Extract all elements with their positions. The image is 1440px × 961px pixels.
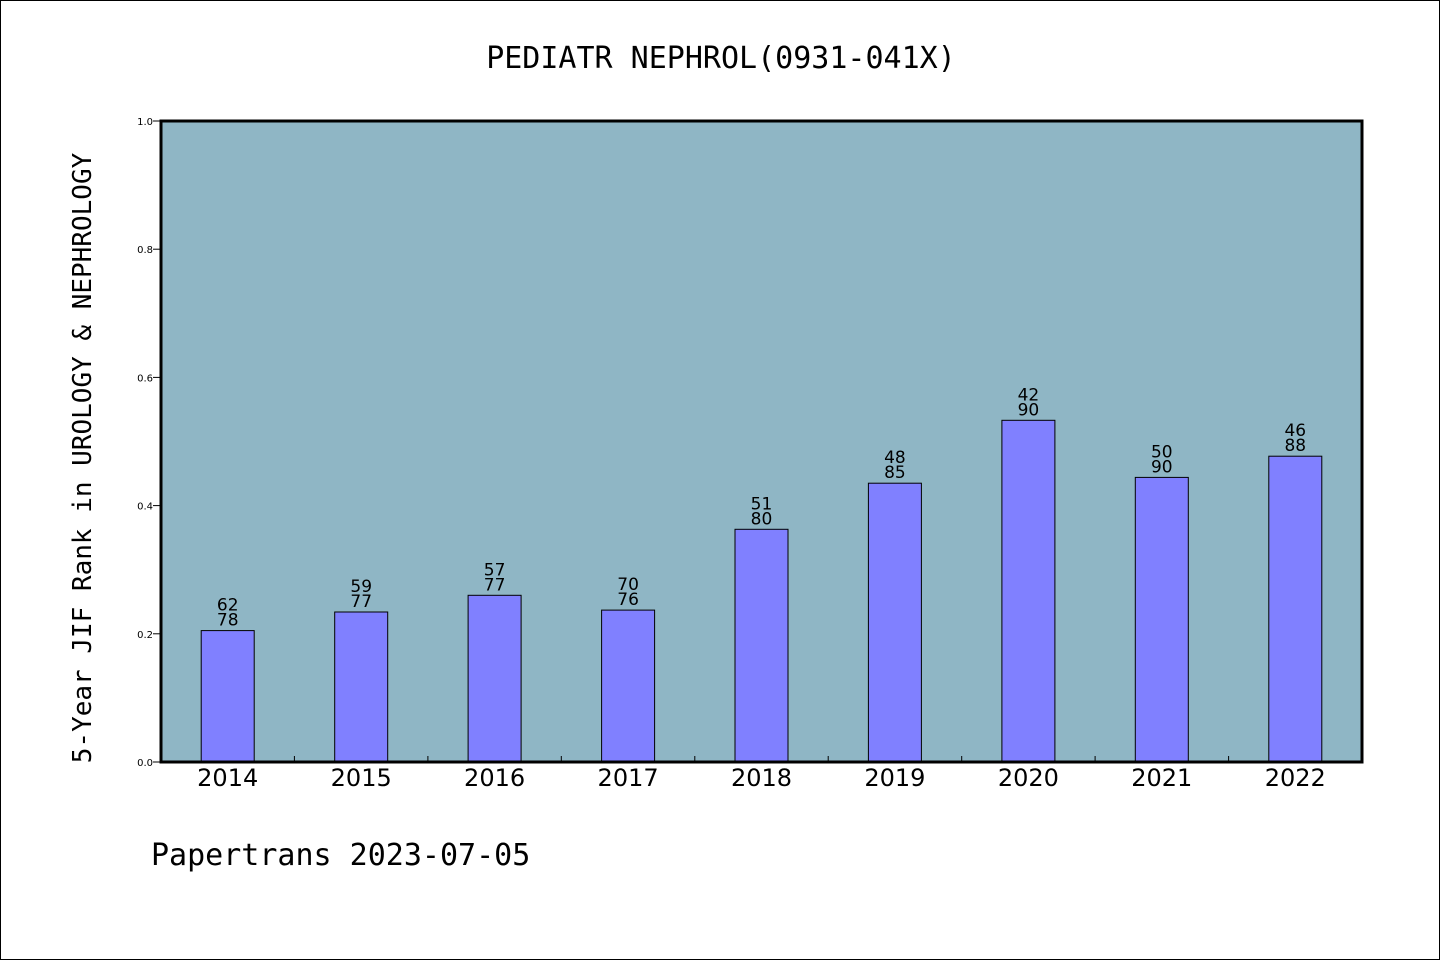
y-tick-label-0.8: 0.8 xyxy=(137,245,153,256)
x-tick-label-2021: 2021 xyxy=(1131,764,1192,792)
plot-border xyxy=(159,119,1364,764)
bar-2021 xyxy=(1134,476,1189,763)
bar-label-top-2019: 48 xyxy=(884,448,906,468)
x-tick-label-2020: 2020 xyxy=(998,764,1059,792)
footer-credit: Papertrans 2023-07-05 xyxy=(151,838,530,873)
x-tick-label-2014: 2014 xyxy=(197,764,258,792)
chart-title: PEDIATR NEPHROL(0931-041X) xyxy=(486,41,956,76)
bar-label-bottom-2014: 78 xyxy=(217,611,239,631)
bar-label-bottom-2016: 77 xyxy=(484,575,506,595)
bar-label-bottom-2018: 80 xyxy=(751,509,773,529)
bar-label-top-2020: 42 xyxy=(1018,385,1040,405)
bar-label-top-2017: 70 xyxy=(617,575,639,595)
bar-2019 xyxy=(867,482,922,763)
bar-2022 xyxy=(1268,455,1323,763)
y-tick-label-0.4: 0.4 xyxy=(137,502,153,513)
y-tick-label-0.0: 0.0 xyxy=(137,758,153,769)
y-tick-label-0.2: 0.2 xyxy=(137,630,153,641)
bar-label-top-2021: 50 xyxy=(1151,442,1173,462)
bar-2014 xyxy=(200,630,255,763)
bar-label-top-2022: 46 xyxy=(1284,421,1306,441)
bars-group xyxy=(200,419,1323,763)
y-axis-label: 5-Year JIF Rank in UROLOGY & NEPHROLOGY xyxy=(68,152,98,763)
bar-label-bottom-2015: 77 xyxy=(350,592,372,612)
x-tick-label-2018: 2018 xyxy=(731,764,792,792)
x-tick-label-2017: 2017 xyxy=(598,764,659,792)
x-tick-label-2016: 2016 xyxy=(464,764,525,792)
bar-label-bottom-2017: 76 xyxy=(617,590,639,610)
bar-label-bottom-2020: 90 xyxy=(1018,400,1040,420)
y-axis-ticks: 0.0 0.2 0.4 0.6 0.8 1.0 xyxy=(137,117,161,769)
x-axis-ticks: 2014 2015 2016 2017 2018 2019 2020 2021 2022 xyxy=(197,756,1326,792)
bar-2016 xyxy=(467,594,522,763)
x-tick-label-2022: 2022 xyxy=(1265,764,1326,792)
bar-label-top-2015: 59 xyxy=(350,577,372,597)
y-tick-label-1.0: 1.0 xyxy=(137,117,153,128)
y-tick-label-0.6: 0.6 xyxy=(137,373,153,384)
bar-2018 xyxy=(734,528,789,763)
bar-label-bottom-2021: 90 xyxy=(1151,457,1173,477)
bar-label-top-2014: 62 xyxy=(217,596,239,616)
bar-2020 xyxy=(1001,419,1056,763)
bar-label-top-2016: 57 xyxy=(484,560,506,580)
bar-2017 xyxy=(601,609,656,763)
bar-label-top-2018: 51 xyxy=(751,494,773,514)
x-tick-label-2015: 2015 xyxy=(331,764,392,792)
bar-2015 xyxy=(334,611,389,763)
bar-label-bottom-2019: 85 xyxy=(884,463,906,483)
x-tick-label-2019: 2019 xyxy=(864,764,925,792)
bar-label-bottom-2022: 88 xyxy=(1284,436,1306,456)
